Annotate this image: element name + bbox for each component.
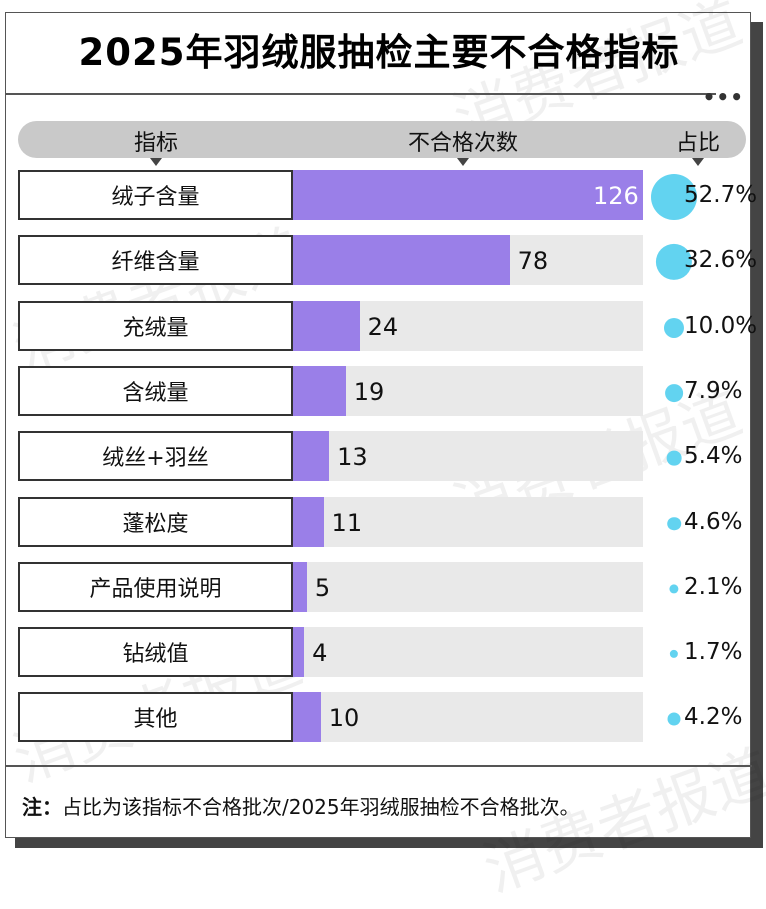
- bar: [293, 692, 321, 743]
- share-label: 10.0%: [684, 312, 758, 339]
- category-label: 含绒量: [18, 365, 293, 416]
- bar-track: [293, 431, 643, 482]
- share-bubble: [669, 649, 679, 659]
- category-label: 纤维含量: [18, 235, 293, 286]
- bar: [293, 300, 360, 351]
- bar-track: [293, 170, 643, 220]
- bar: [293, 627, 305, 678]
- table-row: 绒子含量 126 52.7%: [18, 170, 757, 220]
- footnote-text: 占比为该指标不合格批次/2025年羽绒服抽检不合格批次。: [62, 795, 580, 819]
- category-label: 充绒量: [18, 300, 293, 351]
- chart-title: 2025年羽绒服抽检主要不合格指标: [78, 31, 680, 74]
- share-label: 52.7%: [684, 182, 758, 208]
- header-count: 不合格次数: [407, 131, 519, 156]
- bar: [293, 496, 324, 547]
- triangle-down-icon: [150, 158, 162, 166]
- value-label: 78: [517, 247, 549, 276]
- infographic-card: 消费者报道 消费者报道 消费者报道 消费者报道 消费者报道 2025年羽绒服抽检…: [5, 0, 766, 906]
- bar: [293, 561, 307, 612]
- share-bubble: [669, 584, 679, 594]
- table-row: 其他 10 4.2%: [18, 692, 753, 743]
- triangle-down-icon: [457, 158, 469, 166]
- share-bubble: [663, 317, 685, 338]
- share-bubble: [666, 450, 682, 466]
- share-bubble: [665, 383, 683, 402]
- share-label: 4.2%: [684, 704, 743, 731]
- category-label: 产品使用说明: [18, 561, 293, 612]
- category-label: 其他: [18, 692, 293, 743]
- table-row: 产品使用说明 5 2.1%: [18, 561, 753, 612]
- bar-track: [293, 365, 643, 416]
- header-indicator: 指标: [133, 131, 179, 156]
- triangle-down-icon: [692, 158, 704, 166]
- column-header-bar: 指标 不合格次数 占比: [18, 121, 746, 158]
- table-row: 钻绒值 4 1.7%: [18, 627, 753, 678]
- category-label: 蓬松度: [18, 496, 293, 547]
- share-bubble: [667, 712, 681, 726]
- table-row: 蓬松度 11 4.6%: [18, 496, 753, 547]
- value-label: 10: [328, 704, 360, 733]
- share-bubble: [655, 244, 693, 281]
- share-label: 1.7%: [684, 639, 743, 666]
- title-divider: [6, 93, 716, 95]
- share-bubble: [667, 516, 681, 531]
- footnote: 注：占比为该指标不合格批次/2025年羽绒服抽检不合格批次。: [22, 791, 580, 820]
- table-row: 纤维含量 78 32.6%: [18, 235, 757, 286]
- value-label: 11: [331, 508, 363, 537]
- value-label: 4: [312, 639, 328, 668]
- watermark: 消费者报道: [0, 204, 312, 388]
- category-label: 绒子含量: [18, 170, 293, 220]
- value-label: 13: [337, 443, 368, 472]
- bar-track: [293, 561, 643, 612]
- category-label: 钻绒值: [18, 627, 293, 678]
- table-row: 充绒量 24 10.0%: [18, 300, 757, 351]
- header-share: 占比: [675, 131, 721, 156]
- value-label: 24: [367, 312, 399, 341]
- bar-track: [293, 496, 643, 547]
- footnote-prefix: 注：: [22, 795, 62, 819]
- share-label: 7.9%: [684, 377, 743, 404]
- bar-track: [293, 692, 643, 743]
- bar: [293, 235, 510, 286]
- share-label: 2.1%: [684, 573, 743, 600]
- value-label: 5: [314, 573, 331, 602]
- bar-track: [293, 235, 643, 286]
- value-label: 126: [593, 182, 639, 210]
- bar-track: [293, 300, 643, 351]
- footer-divider: [6, 765, 752, 767]
- more-dots-icon: •••: [702, 85, 744, 109]
- value-label: 19: [353, 377, 385, 406]
- share-bubble: [651, 174, 697, 220]
- share-label: 5.4%: [684, 443, 743, 470]
- bar: [293, 431, 330, 482]
- table-row: 绒丝+羽丝 13 5.4%: [18, 431, 753, 482]
- table-row: 含绒量 19 7.9%: [18, 365, 753, 416]
- bar: [293, 170, 643, 220]
- bar: [293, 365, 346, 416]
- share-label: 4.6%: [684, 508, 743, 535]
- category-label: 绒丝+羽丝: [18, 431, 293, 482]
- share-label: 32.6%: [684, 247, 758, 274]
- bar-track: [293, 627, 643, 678]
